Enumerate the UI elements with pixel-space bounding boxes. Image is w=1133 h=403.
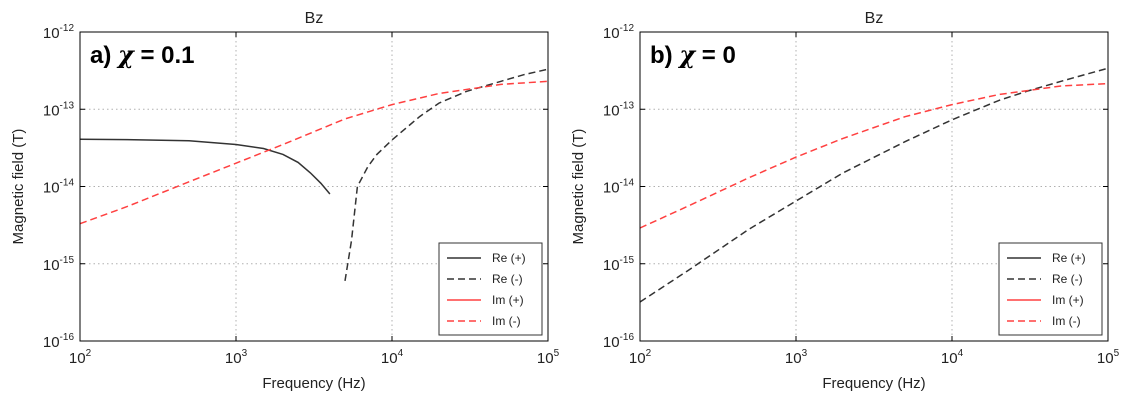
- chart-title: Bz: [305, 10, 324, 27]
- x-tick-label: 102: [69, 348, 92, 367]
- x-axis-label: Frequency (Hz): [262, 375, 365, 392]
- y-tick-label: 10-13: [603, 100, 635, 119]
- y-tick-label: 10-13: [43, 100, 75, 119]
- y-tick-label: 10-14: [603, 178, 635, 197]
- y-axis: 10-12 10-13 10-14 10-15 10-16: [603, 23, 1108, 351]
- legend: Re (+) Re (-) Im (+) Im (-): [438, 242, 543, 336]
- y-axis-label: Magnetic field (T): [10, 129, 27, 245]
- x-tick-label: 103: [225, 348, 248, 367]
- series-line-re-: [79, 138, 331, 195]
- legend-label: Re (-): [492, 272, 523, 286]
- legend-label: Im (+): [1052, 293, 1084, 307]
- series-line-re-: [639, 67, 1109, 303]
- y-tick-label: 10-12: [43, 23, 75, 42]
- series-line-im-: [79, 80, 549, 225]
- x-tick-label: 102: [629, 348, 652, 367]
- panel-annotation: a) χ = 0.1: [90, 40, 195, 69]
- series-line-im-: [639, 82, 1109, 229]
- legend-box: [438, 242, 543, 336]
- legend-box: [998, 242, 1103, 336]
- panel-a: 102 103 104 105 10-12 10-13 10-14 10-15 10-16 Bz F…: [10, 10, 560, 392]
- legend-label: Im (-): [1052, 314, 1081, 328]
- x-axis: 102 103 104 105: [629, 32, 1120, 367]
- legend-label: Im (+): [492, 293, 524, 307]
- y-tick-label: 10-16: [603, 332, 635, 351]
- x-tick-label: 103: [785, 348, 808, 367]
- legend-label: Re (+): [1052, 251, 1086, 265]
- y-axis-label: Magnetic field (T): [570, 129, 587, 245]
- panel-b: 102 103 104 105 10-12 10-13 10-14 10-15 10-16 Bz F…: [570, 10, 1120, 392]
- x-tick-label: 104: [941, 348, 964, 367]
- legend-label: Im (-): [492, 314, 521, 328]
- series-line-re-: [344, 68, 549, 282]
- x-tick-label: 105: [537, 348, 560, 367]
- panel-annotation: b) χ = 0: [650, 40, 736, 69]
- grid-lines: [640, 32, 1108, 341]
- x-tick-label: 105: [1097, 348, 1120, 367]
- y-tick-label: 10-12: [603, 23, 635, 42]
- y-tick-label: 10-15: [43, 255, 75, 274]
- y-tick-label: 10-14: [43, 178, 75, 197]
- legend: Re (+) Re (-) Im (+) Im (-): [998, 242, 1103, 336]
- legend-label: Re (+): [492, 251, 526, 265]
- x-axis: 102 103 104 105: [69, 32, 560, 367]
- grid-lines: [80, 32, 548, 341]
- x-axis-label: Frequency (Hz): [822, 375, 925, 392]
- y-tick-label: 10-15: [603, 255, 635, 274]
- x-tick-label: 104: [381, 348, 404, 367]
- chart-title: Bz: [865, 10, 884, 27]
- y-tick-label: 10-16: [43, 332, 75, 351]
- y-axis: 10-12 10-13 10-14 10-15 10-16: [43, 23, 548, 351]
- legend-label: Re (-): [1052, 272, 1083, 286]
